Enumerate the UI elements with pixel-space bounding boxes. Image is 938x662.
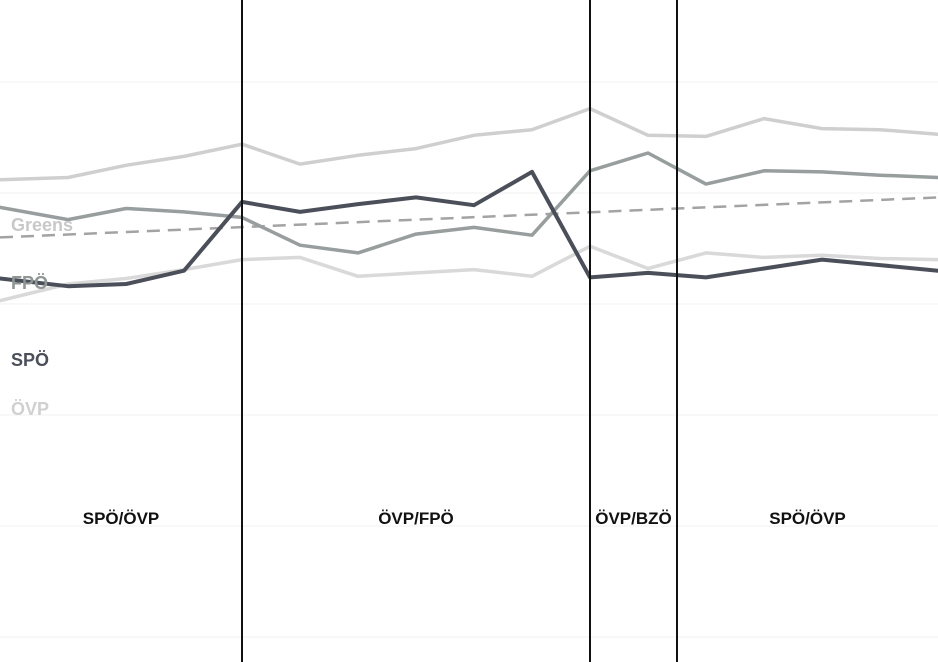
gridlines (0, 81, 938, 638)
series-line-fpo (0, 151, 938, 255)
period-label: SPÖ/ÖVP (83, 509, 160, 528)
series-label-fpo: FPÖ (11, 273, 48, 293)
period-label: ÖVP/BZÖ (595, 509, 672, 528)
period-labels: SPÖ/ÖVP ÖVP/FPÖ ÖVP/BZÖ SPÖ/ÖVP (83, 509, 846, 528)
series-labels: Greens FPÖ SPÖ ÖVP (11, 215, 73, 419)
trend-line (0, 196, 938, 239)
series-layer (0, 106, 938, 303)
period-label: SPÖ/ÖVP (769, 509, 846, 528)
series-line-ovp (0, 244, 938, 303)
series-label-greens: Greens (11, 215, 73, 235)
series-label-ovp: ÖVP (11, 399, 49, 419)
trend-layer (0, 196, 938, 239)
series-label-spo: SPÖ (11, 350, 49, 370)
series-line-greens (0, 106, 938, 182)
series-line-spo (0, 169, 938, 289)
period-label: ÖVP/FPÖ (378, 509, 454, 528)
period-dividers (241, 0, 678, 662)
